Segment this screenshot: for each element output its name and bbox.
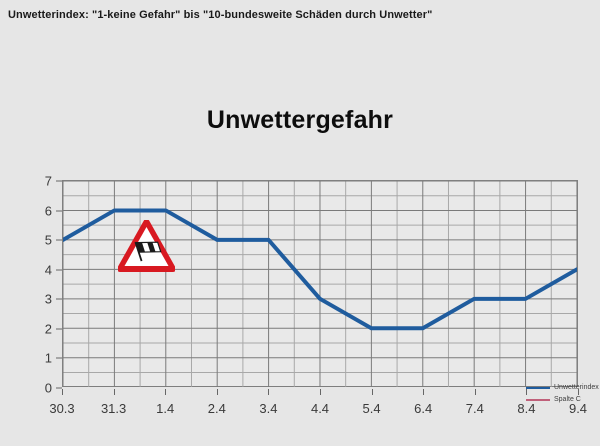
crosswind-warning-sign-icon [117,219,176,272]
y-axis-tick-label: 5 [44,232,52,248]
y-axis-tick-mark [56,210,62,212]
y-axis: 0 1 2 3 4 5 6 7 [0,174,62,396]
y-axis-tick-mark [56,357,62,359]
x-axis-tick-mark [165,389,167,395]
chart-title: Unwettergefahr [206,106,394,134]
x-axis-tick-label: 7.4 [465,401,484,416]
x-axis-tick-mark [578,389,579,395]
x-axis-tick-mark [371,389,373,395]
x-axis-tick-label: 2.4 [207,401,226,416]
series-line [63,208,577,331]
y-axis-tick-label: 7 [44,173,52,189]
y-axis-tick-label: 6 [44,203,52,219]
x-axis-tick-label: 5.4 [362,401,381,416]
x-axis: 30.3 31.3 1.4 2.4 3.4 4.4 5.4 6.4 7.4 8.4 9.4 [49,389,587,429]
plot-area: Unwetterindex Spalte C [62,180,599,403]
legend-label-primary: Unwetterindex [554,384,599,391]
x-axis-tick-mark [268,389,270,395]
chart-legend: Unwetterindex Spalte C [526,384,600,408]
x-axis-tick-mark [113,389,115,395]
y-axis-tick-label: 4 [44,262,52,278]
x-axis-tick-label: 31.3 [100,401,127,416]
page-caption: Unwetterindex: "1-keine Gefahr" bis "10-… [8,9,433,21]
chart-container: Unwettergefahr 0 1 2 3 4 5 6 7 Unwetterindex Sp… [0,62,600,446]
y-axis-tick-mark [56,239,62,241]
legend-label-secondary: Spalte C [554,395,581,403]
x-axis-tick-label: 3.4 [259,401,278,416]
x-axis-tick-label: 4.4 [310,401,330,416]
y-axis-tick-mark [56,328,62,330]
y-axis-tick-label: 2 [44,321,52,337]
plot-svg [63,181,577,388]
x-axis-tick-label: 30.3 [49,401,75,416]
legend-swatch-primary [526,387,550,389]
x-axis-tick-label: 6.4 [414,401,433,416]
x-axis-tick-label: 8.4 [517,401,536,416]
y-axis-tick-mark [56,269,62,271]
legend-item-unwetterindex: Unwetterindex [526,384,600,393]
y-axis-tick-label: 0 [44,380,52,396]
legend-swatch-secondary [526,398,550,401]
x-axis-tick-label: 9.4 [568,401,588,416]
x-axis-tick-mark [216,389,218,395]
y-axis-tick-mark [56,298,62,300]
data-series [63,208,577,331]
x-axis-tick-mark [320,389,321,395]
legend-item-spalte-c: Spalte C [526,396,600,405]
x-axis-tick-mark [474,389,476,395]
y-axis-tick-label: 1 [44,350,52,366]
y-axis-tick-label: 3 [44,291,52,307]
x-axis-tick-label: 1.4 [156,401,175,416]
y-axis-tick-mark [56,387,62,389]
x-axis-tick-mark [423,389,425,395]
x-axis-tick-mark [62,389,63,395]
y-axis-tick-mark [56,180,62,182]
x-axis-tick-mark [526,389,528,395]
